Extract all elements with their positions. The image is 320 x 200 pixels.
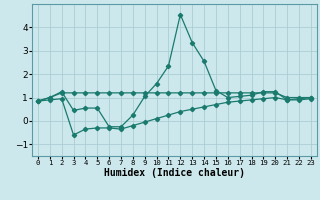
X-axis label: Humidex (Indice chaleur): Humidex (Indice chaleur) <box>104 168 245 178</box>
